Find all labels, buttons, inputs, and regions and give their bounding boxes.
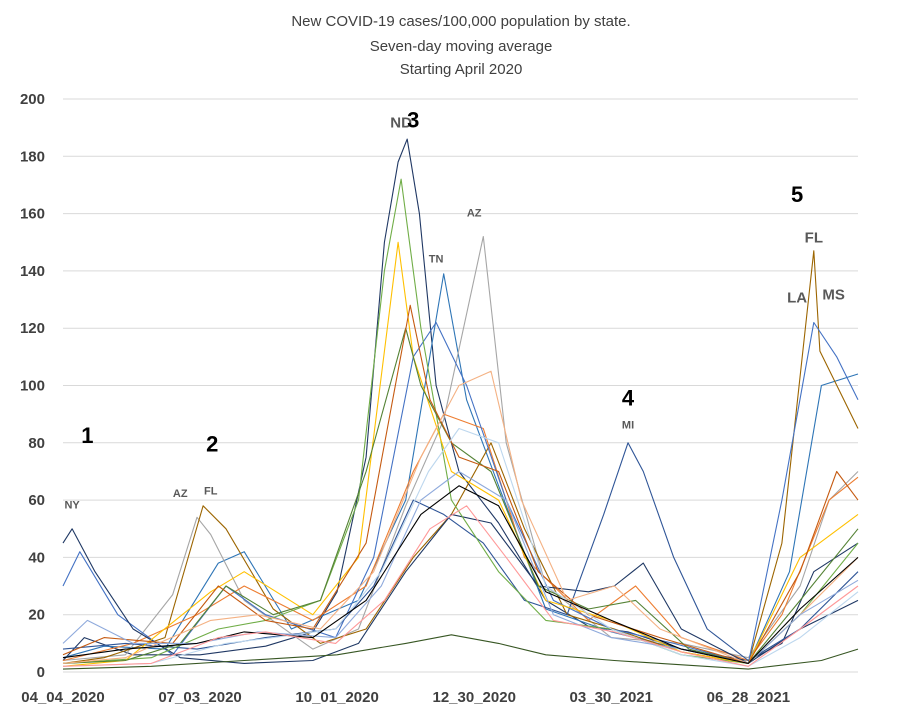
state-label: ND — [390, 115, 412, 132]
series-lines — [62, 138, 859, 670]
x-tick-label: 03_30_2021 — [570, 689, 653, 706]
chart-title: New COVID-19 cases/100,000 population by… — [291, 13, 630, 78]
series-line — [62, 241, 859, 667]
x-axis-ticks: 04_04_2020 07_03_2020 10_01_2020 12_30_2020… — [21, 689, 790, 706]
y-tick-label: 40 — [28, 549, 45, 566]
chart-title-line-2: Seven-day moving average — [370, 38, 553, 55]
series-line — [62, 427, 859, 667]
x-tick-label: 10_01_2020 — [295, 689, 378, 706]
y-tick-label: 80 — [28, 435, 45, 452]
x-tick-label: 07_03_2020 — [158, 689, 241, 706]
y-tick-label: 60 — [28, 492, 45, 509]
series-line — [62, 634, 859, 670]
y-tick-label: 0 — [37, 664, 45, 681]
state-label: AZ — [173, 488, 188, 500]
series-line — [62, 178, 859, 664]
wave-number-label: 5 — [791, 182, 803, 207]
wave-number-label: 2 — [206, 431, 218, 456]
series-line — [62, 513, 859, 664]
series-line — [62, 327, 859, 664]
state-label: MI — [622, 419, 634, 431]
y-tick-label: 200 — [20, 91, 45, 108]
wave-number-label: 1 — [81, 423, 93, 448]
series-line — [62, 304, 859, 664]
x-tick-label: 06_28_2021 — [707, 689, 790, 706]
x-tick-label: 04_04_2020 — [21, 689, 104, 706]
series-line — [62, 273, 859, 664]
series-line — [62, 370, 859, 664]
state-label: FL — [204, 485, 218, 497]
y-tick-label: 100 — [20, 378, 45, 395]
series-line — [62, 138, 859, 662]
y-tick-label: 120 — [20, 320, 45, 337]
state-label: FL — [805, 229, 823, 246]
y-axis-ticks: 0 20 40 60 80 100 120 140 160 180 200 — [20, 91, 45, 681]
series-line — [62, 413, 859, 662]
y-tick-label: 140 — [20, 263, 45, 280]
y-tick-label: 180 — [20, 148, 45, 165]
series-line — [62, 505, 859, 667]
state-label: TN — [429, 253, 444, 265]
annotations: NY 1 AZ FL 2 ND3 TN AZ 4 MI 5 FL LA MS — [64, 108, 844, 512]
gridlines — [63, 98, 858, 673]
y-tick-label: 20 — [28, 607, 45, 624]
state-label: MS — [822, 287, 845, 304]
chart-title-line-3: Starting April 2020 — [400, 61, 523, 78]
series-line — [62, 235, 859, 662]
series-line — [62, 442, 859, 662]
state-label: LA — [787, 289, 807, 306]
wave-number-label: 4 — [622, 386, 635, 411]
x-tick-label: 12_30_2020 — [432, 689, 515, 706]
y-tick-label: 160 — [20, 206, 45, 223]
state-label: AZ — [467, 207, 482, 219]
state-label: NY — [64, 500, 80, 512]
wave-number-label: 3 — [407, 108, 419, 133]
chart-title-line-1: New COVID-19 cases/100,000 population by… — [291, 13, 630, 30]
